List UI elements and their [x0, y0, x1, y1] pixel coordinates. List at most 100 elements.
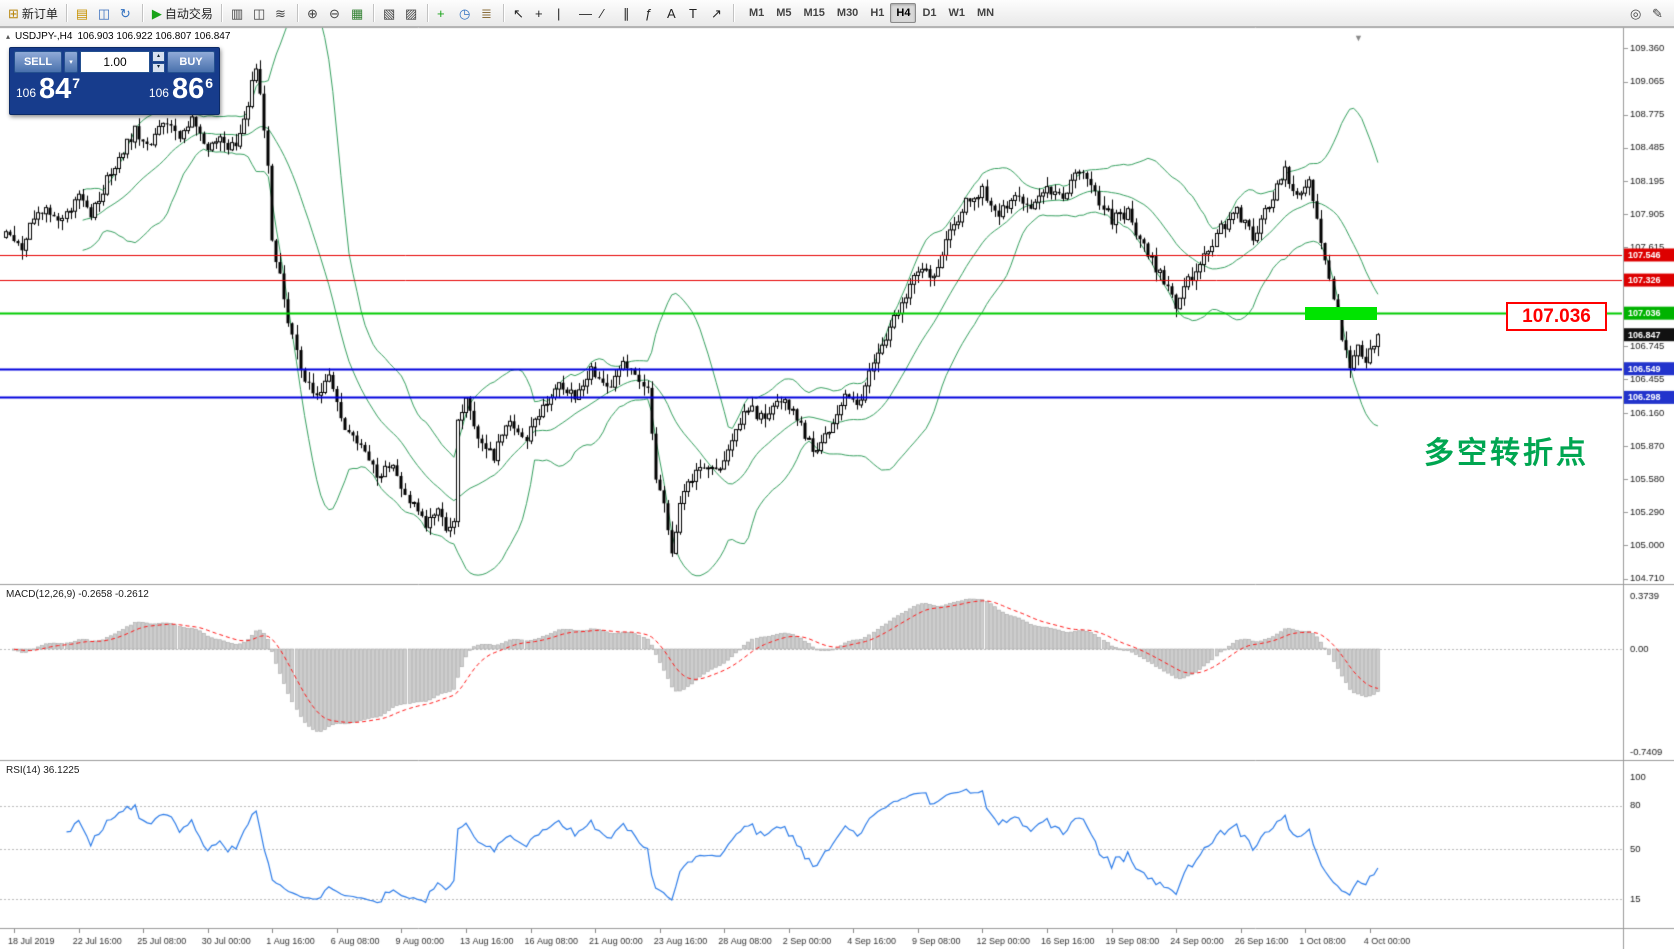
line-chart-icon: ≋	[274, 5, 286, 21]
new-order-button[interactable]: ⊞ 新订单	[4, 2, 62, 24]
toolbar-separator	[65, 4, 68, 22]
autotrading-button[interactable]: ▶ 自动交易	[148, 2, 217, 24]
label-button[interactable]: T	[685, 2, 707, 24]
label-icon: T	[688, 5, 697, 21]
indicators-icon: ≣	[480, 5, 492, 21]
toolbar-right-group: ◎ ✎	[1626, 2, 1670, 24]
one-click-trading-panel: SELL ▾ ▴ ▾ BUY 106 84 7 106 86 6	[9, 47, 220, 115]
toolbar-separator	[372, 4, 375, 22]
shapes-button[interactable]: ↗	[707, 2, 729, 24]
profile-icon: ◫	[97, 5, 111, 21]
profile-button[interactable]: ◫	[94, 2, 116, 24]
buy-button[interactable]: BUY	[167, 51, 215, 73]
text-button[interactable]: A	[663, 2, 685, 24]
sell-quote-big: 84	[39, 73, 72, 105]
tile-windows-button[interactable]: ▦	[347, 2, 369, 24]
price-label-box[interactable]: 107.036	[1506, 302, 1607, 331]
shapes-icon: ↗	[710, 5, 722, 21]
volume-dropdown-icon[interactable]: ▾	[64, 51, 78, 73]
timeframe-m5[interactable]: M5	[770, 3, 797, 23]
timeframe-m15[interactable]: M15	[798, 3, 831, 23]
chart-ohlc-values: 106.903 106.922 106.807 106.847	[77, 31, 231, 42]
buy-quote[interactable]: 106 86 6	[149, 75, 213, 104]
charts-layout-icon: ▤	[75, 5, 89, 21]
bars-chart-button[interactable]: ▥	[227, 2, 249, 24]
zoom-out-icon: ⊖	[328, 5, 340, 21]
tile-windows-icon: ▦	[350, 5, 364, 21]
period-icon: ◷	[458, 5, 471, 21]
zoom-in-button[interactable]: ⊕	[303, 2, 325, 24]
volume-input[interactable]	[80, 51, 150, 73]
vertical-line-button[interactable]: |	[553, 2, 575, 24]
volume-up-icon[interactable]: ▴	[152, 51, 165, 62]
indicators-button[interactable]: ≣	[477, 2, 499, 24]
autotrading-label: 自动交易	[164, 6, 213, 21]
buy-quote-pip: 6	[205, 75, 213, 91]
refresh-button[interactable]: ↻	[116, 2, 138, 24]
line-chart-button[interactable]: ≋	[271, 2, 293, 24]
toolbar-separator	[296, 4, 299, 22]
edit-button[interactable]: ✎	[1648, 2, 1670, 24]
collapse-icon[interactable]: ▴	[6, 32, 11, 41]
toolbar-separator	[732, 4, 735, 22]
toolbar-separator	[502, 4, 505, 22]
cursor-button[interactable]: ↖	[509, 2, 531, 24]
timeframe-bar: M1 M5 M15 M30 H1 H4 D1 W1 MN	[743, 3, 1000, 23]
fibonacci-button[interactable]: ƒ	[641, 2, 663, 24]
timeframe-d1[interactable]: D1	[916, 3, 942, 23]
cascade-windows-icon: ▨	[404, 5, 418, 21]
trade-panel-quotes: 106 84 7 106 86 6	[14, 75, 215, 104]
crosshair-icon: +	[534, 5, 543, 21]
buy-quote-big: 86	[171, 73, 205, 105]
trendline-button[interactable]: ∕	[597, 2, 619, 24]
search-icon: ◎	[1630, 5, 1642, 21]
timeframe-h1[interactable]: H1	[864, 3, 890, 23]
toolbar: ⊞ 新订单 ▤ ◫ ↻ ▶ 自动交易 ▥ ◫ ≋ ⊕ ⊖ ▦ ▧ ▨ + ◷ ≣ ↖ + | — ∕ ∥ ƒ A T ↗ M1 M5 M15…	[0, 0, 1674, 27]
candlestick-chart-button[interactable]: ◫	[249, 2, 271, 24]
channel-icon: ∥	[622, 5, 630, 21]
chart-symbol-period: USDJPY-,H4	[15, 31, 73, 42]
autotrading-icon: ▶	[151, 5, 162, 21]
timeframe-m1[interactable]: M1	[743, 3, 770, 23]
cascade-windows-button[interactable]: ▨	[401, 2, 423, 24]
candlestick-chart-icon: ◫	[252, 5, 266, 21]
sell-quote-pip: 7	[72, 75, 81, 91]
pivot-annotation[interactable]: 多空转折点	[1424, 437, 1589, 470]
toolbar-separator	[426, 4, 429, 22]
buy-quote-prefix: 106	[148, 86, 169, 100]
crosshair-button[interactable]: +	[531, 2, 553, 24]
volume-down-icon[interactable]: ▾	[152, 62, 165, 73]
timeframe-m30[interactable]: M30	[831, 3, 864, 23]
sell-button[interactable]: SELL	[14, 51, 62, 73]
search-button[interactable]: ◎	[1626, 2, 1648, 24]
volume-stepper: ▴ ▾	[152, 51, 165, 73]
refresh-icon: ↻	[119, 5, 131, 21]
vertical-line-icon: |	[556, 5, 561, 21]
new-chart-icon: +	[436, 5, 445, 21]
horizontal-line-button[interactable]: —	[575, 2, 597, 24]
arrange-windows-icon: ▧	[382, 5, 396, 21]
horizontal-line-icon: —	[578, 5, 592, 21]
timeframe-h4[interactable]: H4	[890, 3, 917, 23]
zoom-out-button[interactable]: ⊖	[325, 2, 347, 24]
new-chart-button[interactable]: +	[433, 2, 455, 24]
timeframe-mn[interactable]: MN	[971, 3, 1000, 23]
cursor-icon: ↖	[512, 5, 524, 21]
rsi-indicator-label: RSI(14) 36.1225	[6, 765, 80, 776]
zoom-in-icon: ⊕	[306, 5, 318, 21]
macd-indicator-label: MACD(12,26,9) -0.2658 -0.2612	[6, 589, 149, 600]
channel-button[interactable]: ∥	[619, 2, 641, 24]
chart-title-bar: ▴ USDJPY-,H4 106.903 106.922 106.807 106…	[6, 31, 230, 42]
charts-layout-button[interactable]: ▤	[72, 2, 94, 24]
toolbar-separator	[141, 4, 144, 22]
trade-panel-controls: SELL ▾ ▴ ▾ BUY	[14, 51, 215, 73]
timeframe-w1[interactable]: W1	[943, 3, 972, 23]
highlight-rect[interactable]	[1305, 307, 1377, 320]
arrange-windows-button[interactable]: ▧	[379, 2, 401, 24]
new-order-icon: ⊞	[8, 5, 19, 21]
period-button[interactable]: ◷	[455, 2, 477, 24]
trendline-icon: ∕	[600, 5, 604, 21]
toolbar-separator	[220, 4, 223, 22]
sell-quote[interactable]: 106 84 7	[16, 75, 80, 104]
